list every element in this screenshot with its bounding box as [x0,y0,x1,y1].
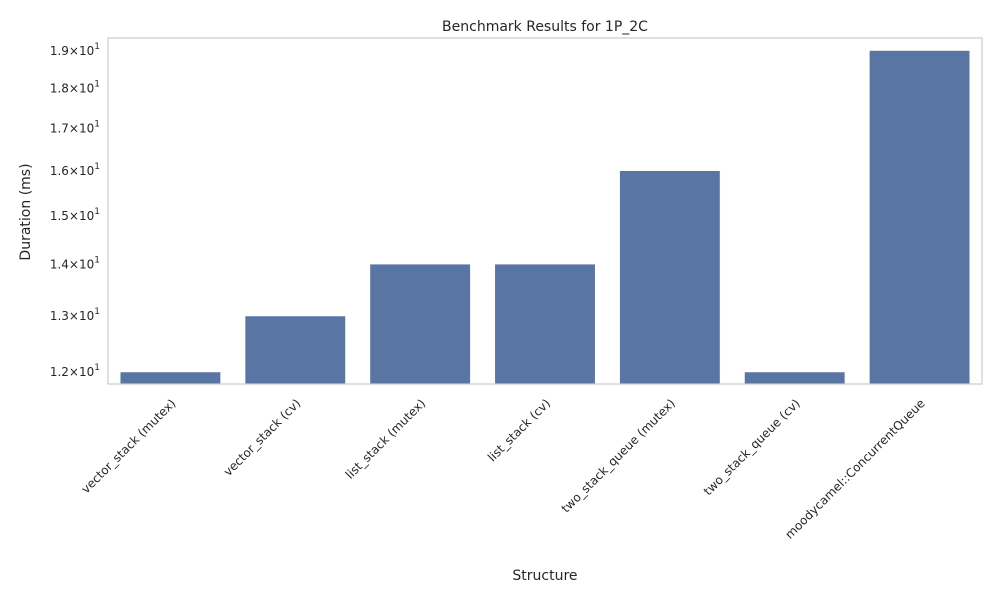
y-tick-label: 1.3×101 [50,307,100,323]
x-tick-label: two_stack_queue (mutex) [559,396,678,515]
x-tick-label: two_stack_queue (cv) [701,396,803,498]
bar-4 [619,170,720,384]
x-ticks-group: vector_stack (mutex) vector_stack (cv) lis… [79,396,928,541]
bar-1 [245,316,346,384]
y-tick-label: 1.5×101 [50,207,100,223]
bar-5 [744,372,845,384]
y-ticks-group: 1.2×101 1.3×101 1.4×101 1.5×101 1.6×101 1.7×1… [50,42,100,379]
x-tick-label: list_stack (cv) [485,396,553,464]
y-axis-label: Duration (ms) [18,163,34,260]
x-tick-label: vector_stack (cv) [221,396,304,479]
chart-title: Benchmark Results for 1P_2C [442,19,648,35]
bars-group [120,50,970,385]
plot-frame [107,37,983,385]
y-tick-label: 1.8×101 [50,80,100,96]
y-tick-label: 1.2×101 [50,363,100,379]
y-tick-label: 1.4×101 [50,255,100,271]
bar-3 [495,264,595,384]
bar-0 [120,372,221,384]
y-tick-label: 1.7×101 [50,120,100,136]
y-tick-label: 1.9×101 [50,42,100,58]
x-tick-label: moodycamel::ConcurrentQueue [782,396,927,541]
x-tick-label: vector_stack (mutex) [79,396,179,496]
x-tick-label: list_stack (mutex) [343,396,429,482]
bar-2 [370,264,471,384]
bar-6 [869,50,970,385]
y-tick-label: 1.6×101 [50,162,100,178]
x-axis-label: Structure [512,568,577,584]
